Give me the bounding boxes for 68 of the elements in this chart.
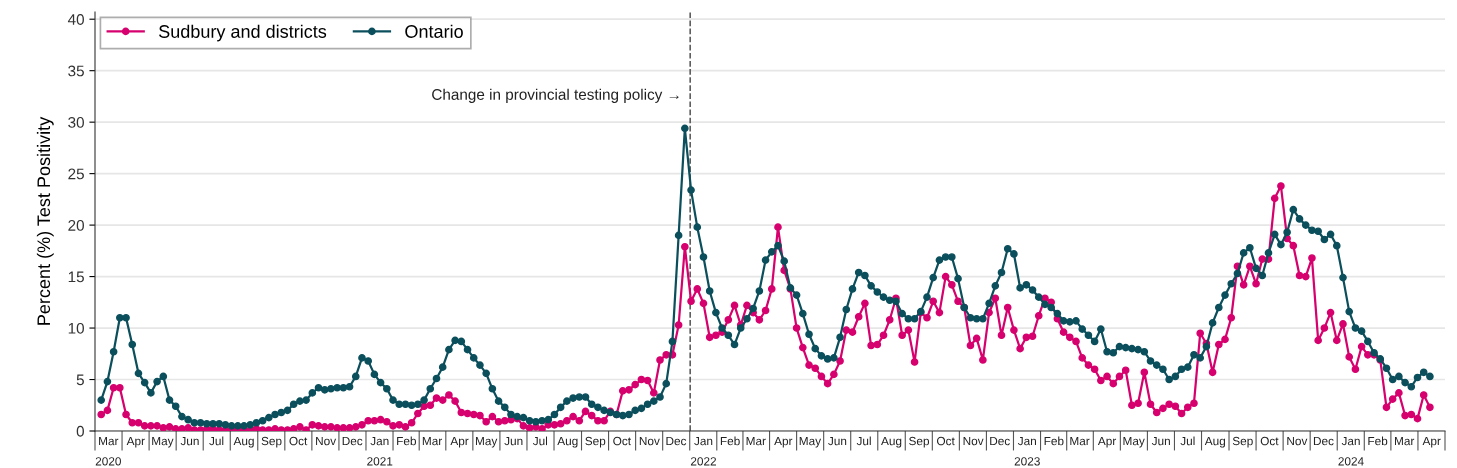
x-tick-label: Nov [316, 436, 337, 446]
x-tick-label: Apr [1097, 436, 1117, 448]
y-tick-label: 35 [68, 65, 84, 77]
y-tick-label: 0 [76, 425, 84, 437]
x-tick-label: May [1123, 436, 1145, 448]
y-tick-label: 25 [68, 168, 84, 180]
x-tick-label: Jul [856, 436, 871, 446]
x-tick-label: Feb [1044, 436, 1064, 446]
x-tick-label: Jun [1151, 436, 1170, 446]
x2-tick-label: 2024 [1338, 457, 1364, 466]
y-tick-label: 20 [68, 219, 84, 231]
legend-label: Sudbury and districts [159, 24, 327, 42]
x-tick-label: Nov [963, 436, 984, 446]
x-tick-label: Sep [1232, 436, 1253, 448]
x-tick-label: Apr [450, 436, 469, 448]
x2-tick-label: 2023 [1014, 457, 1040, 466]
x-tick-label: Dec [990, 436, 1010, 446]
x-tick-label: Aug [881, 436, 902, 448]
x2-tick-label: 2022 [690, 457, 717, 466]
x-tick-label: Jun [504, 436, 523, 446]
x-tick-label: May [152, 436, 174, 448]
x-tick-label: Oct [1260, 436, 1279, 446]
x-tick-label: Sep [261, 436, 282, 448]
x-tick-label: Mar [99, 436, 119, 446]
x-tick-label: Jan [694, 436, 713, 446]
y-tick-label: 40 [67, 14, 84, 25]
x-tick-label: Oct [613, 436, 631, 446]
x-tick-label: Aug [233, 436, 254, 448]
x-tick-label: Oct [289, 436, 308, 446]
x-tick-label: Mar [746, 436, 766, 446]
legend-label: Ontario [405, 24, 463, 38]
x-tick-label: Dec [1313, 436, 1334, 446]
y-tick-label: 10 [68, 322, 84, 334]
x-tick-label: Apr [126, 436, 145, 448]
x-tick-label: Nov [1287, 436, 1308, 446]
x-tick-label: May [799, 436, 822, 448]
x-tick-label: Aug [557, 436, 578, 448]
x-tick-label: Sep [909, 436, 930, 448]
y-tick-label: 5 [76, 374, 84, 386]
x-tick-label: Jul [1180, 436, 1195, 446]
x-tick-label: Jul [209, 436, 224, 446]
x2-tick-label: 2021 [367, 457, 393, 466]
x-tick-label: Nov [639, 436, 660, 446]
x-tick-label: Mar [422, 436, 443, 446]
x-tick-label: Jun [180, 436, 199, 446]
x-tick-label: Jan [370, 436, 389, 446]
y-tick-label: 30 [68, 117, 84, 128]
y-tick-label: 15 [68, 271, 84, 283]
x-tick-label: Jul [532, 436, 548, 446]
x-tick-label: Sep [585, 436, 606, 448]
x-tick-label: Mar [1395, 436, 1415, 446]
x-tick-label: Apr [774, 436, 793, 448]
x-tick-label: Feb [397, 436, 417, 446]
x-tick-label: Feb [720, 436, 740, 446]
x-tick-label: Apr [1422, 436, 1441, 448]
x-tick-label: Oct [937, 436, 955, 446]
x2-tick-label: 2020 [95, 457, 121, 466]
x-tick-label: Dec [342, 436, 363, 446]
x-tick-label: Jan [1341, 436, 1360, 446]
x-tick-label: Mar [1070, 436, 1090, 446]
x-tick-label: Aug [1204, 436, 1226, 448]
x-tick-label: May [475, 436, 498, 448]
x-tick-label: Jun [828, 436, 847, 446]
x-tick-label: Dec [666, 436, 687, 446]
y-axis-title: Percent (%) Test Positivity [36, 116, 54, 325]
x-tick-label: Jan [1017, 436, 1036, 446]
ref-line-label: Change in provincial testing policy → [432, 88, 679, 103]
x-tick-label: Feb [1368, 436, 1388, 446]
